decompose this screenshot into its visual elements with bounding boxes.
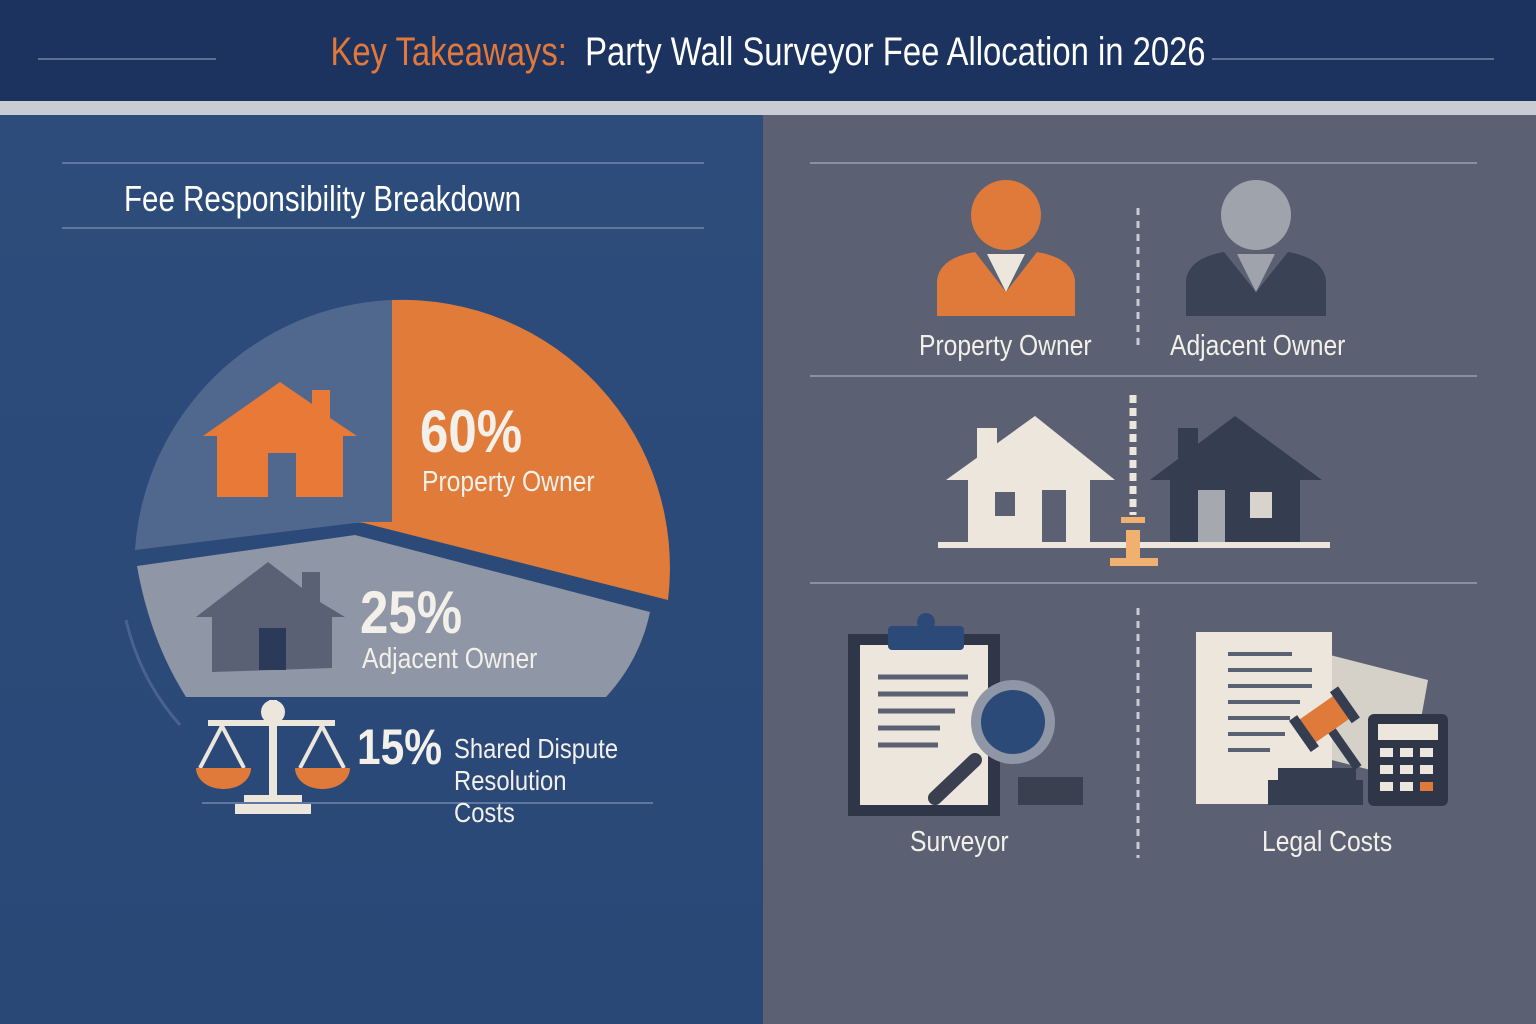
adjacent-owner-icon (1186, 180, 1326, 316)
surveyor-label: Surveyor (910, 826, 1009, 858)
house-icon-orange (203, 382, 357, 497)
data-label-property-owner: 60% (420, 398, 523, 465)
data-label-adjacent-owner: 25% (360, 579, 463, 646)
page-title: Key Takeaways: Party Wall Surveyor Fee A… (138, 30, 1398, 75)
divider (62, 227, 704, 229)
section-title: Fee Responsibility Breakdown (124, 178, 522, 219)
magnifier-icon (928, 680, 1055, 805)
title-main: Party Wall Surveyor Fee Allocation in 20… (585, 30, 1206, 74)
property-owner-label: Property Owner (919, 330, 1092, 362)
property-house-icon (946, 416, 1115, 542)
header-divider-left (38, 58, 216, 60)
adjacent-house-icon (1150, 416, 1322, 542)
calculator-icon (1368, 714, 1448, 806)
surveyor-clipboard-icon (848, 613, 1083, 816)
scales-icon (196, 700, 350, 814)
data-label-shared-costs: 15% (357, 719, 443, 775)
pie-slice-property-owner (360, 299, 670, 600)
category-label-shared-costs: Shared Dispute Resolution Costs (454, 733, 619, 828)
category-label-adjacent-owner: Adjacent Owner (362, 643, 538, 675)
legal-costs-label: Legal Costs (1262, 826, 1393, 858)
pie-outline-arc (124, 619, 182, 726)
party-wall-icon (1110, 395, 1158, 566)
house-icon-gray (196, 562, 345, 672)
header-divider-right (1212, 58, 1494, 60)
category-label-property-owner: Property Owner (422, 466, 595, 498)
header (0, 0, 1536, 101)
title-key: Key Takeaways: (330, 30, 567, 74)
property-owner-icon (937, 180, 1075, 316)
divider (62, 162, 704, 164)
parties-panel (763, 115, 1536, 1024)
gavel-icon (1268, 686, 1363, 805)
right-dividers (810, 162, 1477, 584)
adjacent-owner-label: Adjacent Owner (1170, 330, 1346, 362)
header-stripe (0, 101, 1536, 115)
